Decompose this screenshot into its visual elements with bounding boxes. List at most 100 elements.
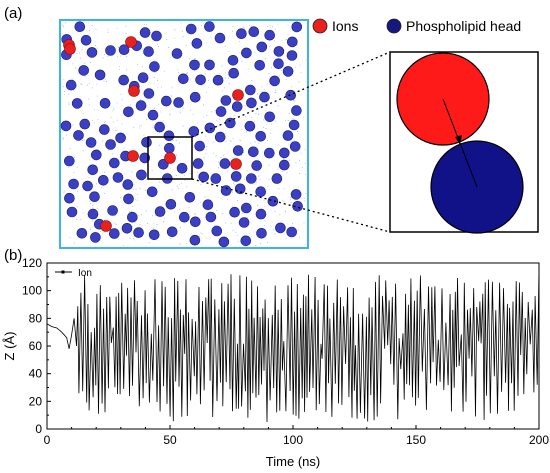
phospholipid-head-sphere xyxy=(161,95,172,107)
phospholipid-head-sphere xyxy=(218,236,230,248)
phospholipid-head-sphere xyxy=(173,97,184,108)
phospholipid-head-sphere xyxy=(189,59,200,71)
ion-sphere xyxy=(164,152,176,164)
phospholipid-head-sphere xyxy=(60,120,72,132)
legend-marker xyxy=(61,270,65,274)
phospholipid-head-sphere xyxy=(244,120,256,132)
phospholipid-head-sphere xyxy=(164,142,175,154)
phospholipid-head-sphere xyxy=(115,132,126,144)
phospholipid-head-sphere xyxy=(184,192,196,203)
ion-sphere xyxy=(232,89,244,101)
y-tick-label: 120 xyxy=(22,256,42,270)
phospholipid-head-sphere xyxy=(241,47,252,59)
phospholipid-head-sphere xyxy=(191,38,203,49)
phospholipid-head-sphere xyxy=(291,105,302,116)
phospholipid-head-sphere xyxy=(271,173,283,184)
phospholipid-head-sphere xyxy=(264,111,276,123)
phospholipid-head-sphere xyxy=(263,147,275,159)
phospholipid-head-sphere xyxy=(236,28,247,40)
y-axis: 0 20 40 60 80 100 120 xyxy=(22,256,51,436)
x-axis: 0 50 100 150 200 xyxy=(44,425,549,447)
phospholipid-head-sphere xyxy=(214,32,226,44)
phospholipid-head-sphere xyxy=(282,66,294,77)
zoom-line-top xyxy=(191,51,391,138)
phospholipid-head-sphere xyxy=(256,41,268,53)
phospholipid-head-sphere xyxy=(248,26,260,38)
phospholipid-head-sphere xyxy=(146,186,158,198)
phospholipid-head-sphere xyxy=(137,72,149,83)
head-legend-label: Phospholipid head xyxy=(406,18,521,34)
phospholipid-head-sphere xyxy=(254,60,266,71)
simulation-snapshot xyxy=(59,19,309,249)
phospholipid-head-sphere xyxy=(211,225,223,237)
phospholipid-head-sphere xyxy=(151,30,162,42)
x-tick-label: 200 xyxy=(529,433,549,447)
zoom-line-bottom xyxy=(191,178,391,233)
ion-sphere xyxy=(127,150,139,162)
phospholipid-head-sphere xyxy=(87,208,99,220)
phospholipid-head-sphere xyxy=(267,195,279,207)
phospholipid-head-sphere xyxy=(229,206,240,218)
ion-sphere xyxy=(128,85,140,97)
snapshot-frame xyxy=(59,19,309,249)
phospholipid-head-sphere xyxy=(139,152,150,164)
phospholipid-head-sphere xyxy=(71,98,83,109)
phospholipid-head-sphere xyxy=(85,137,97,148)
phospholipid-head-sphere xyxy=(99,98,111,109)
phospholipid-head-sphere xyxy=(202,199,214,210)
ion-sphere xyxy=(64,43,76,55)
y-tick-label: 40 xyxy=(29,367,43,381)
phospholipid-head-sphere xyxy=(105,139,116,150)
phospholipid-head-sphere xyxy=(121,223,133,234)
ion-sphere xyxy=(100,220,112,232)
phospholipid-head-sphere xyxy=(288,119,300,131)
x-tick-label: 100 xyxy=(283,433,303,447)
phospholipid-head-sphere xyxy=(76,228,88,239)
phospholipid-head-sphere xyxy=(204,21,215,32)
phospholipid-head-sphere xyxy=(73,130,84,141)
phospholipid-head-sphere xyxy=(123,106,134,118)
phospholipid-head-sphere xyxy=(255,186,267,197)
phospholipid-head-sphere xyxy=(269,75,280,87)
phospholipid-head-sphere xyxy=(245,84,256,96)
zoom-inset xyxy=(389,51,539,234)
phospholipid-head-sphere xyxy=(227,54,239,66)
phospholipid-head-sphere xyxy=(86,47,98,58)
phospholipid-head-sphere xyxy=(230,171,242,182)
ion-legend-label: Ions xyxy=(332,18,358,34)
phospholipid-head-sphere xyxy=(89,191,100,202)
ion-legend-marker xyxy=(312,18,328,34)
phospholipid-head-sphere xyxy=(291,21,303,33)
phospholipid-head-sphere xyxy=(171,48,183,59)
phospholipid-head-sphere xyxy=(122,179,134,190)
phospholipid-head-sphere xyxy=(255,131,267,142)
phospholipid-head-sphere xyxy=(65,79,77,91)
phospholipid-head-sphere xyxy=(135,100,147,111)
series-ion-line xyxy=(46,274,540,423)
chart-legend: Ion xyxy=(55,268,92,279)
phospholipid-head-sphere xyxy=(74,21,86,33)
phospholipid-head-sphere xyxy=(139,27,151,38)
phospholipid-head-sphere xyxy=(212,74,224,86)
phospholipid-head-sphere xyxy=(220,185,232,196)
phospholipid-head-sphere xyxy=(147,109,159,121)
phospholipid-head-sphere xyxy=(127,211,138,223)
phospholipid-head-sphere xyxy=(220,95,232,106)
molecule-spheres xyxy=(60,21,303,248)
phospholipid-head-sphere xyxy=(234,183,246,195)
phospholipid-head-sphere xyxy=(148,229,160,241)
phospholipid-head-sphere xyxy=(289,141,301,152)
phospholipid-head-sphere xyxy=(98,175,109,186)
phospholipid-head-sphere xyxy=(91,149,102,161)
phospholipid-head-sphere xyxy=(255,208,267,220)
x-tick-label: 50 xyxy=(163,433,177,447)
phospholipid-head-sphere xyxy=(195,74,206,86)
phospholipid-head-sphere xyxy=(259,91,270,103)
phospholipid-head-sphere xyxy=(232,145,244,156)
phospholipid-head-sphere xyxy=(248,146,259,158)
phospholipid-head-sphere xyxy=(240,235,252,247)
phospholipid-head-sphere xyxy=(141,137,152,148)
phospholipid-head-sphere xyxy=(275,222,286,234)
phospholipid-head-sphere xyxy=(82,180,93,192)
